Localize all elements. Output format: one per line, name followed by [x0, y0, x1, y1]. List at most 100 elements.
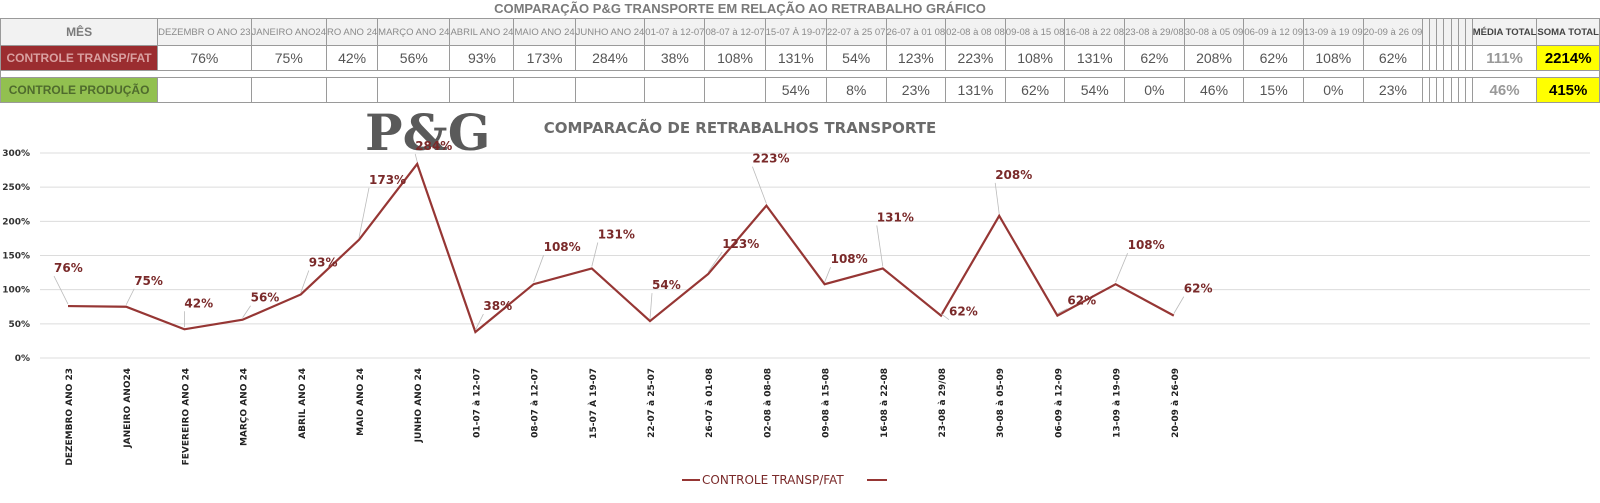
- x-tick-label: 06-09 à 12-09: [1054, 368, 1064, 438]
- table-cell: 62%: [1243, 45, 1304, 71]
- column-header: 02-08 à 08 08: [945, 18, 1006, 46]
- data-label: 108%: [1128, 238, 1165, 252]
- table-gap-row: [0, 70, 1600, 78]
- table-cell: 0%: [1302, 77, 1364, 103]
- table-cell: [325, 77, 379, 103]
- table-cell: 108%: [1004, 45, 1066, 71]
- x-tick-label: ABRIL ANO 24: [298, 368, 308, 439]
- line-chart: P&G COMPARACÃO DE RETRABALHOS TRANSPORTE…: [2, 103, 1590, 487]
- table-cell: 131%: [945, 77, 1006, 103]
- label-leader: [300, 270, 310, 293]
- average-cell: 111%: [1471, 45, 1538, 71]
- data-label: 62%: [1067, 294, 1096, 308]
- x-tick-label: 13-09 à 19-09: [1113, 368, 1123, 438]
- table-cell: [1450, 77, 1459, 103]
- x-tick-label: DEZEMBRO ANO 23: [65, 368, 75, 466]
- data-label: 108%: [544, 240, 581, 254]
- column-header: 26-07 à 01 08: [885, 18, 947, 46]
- table-cell: [1443, 77, 1452, 103]
- data-label: 76%: [54, 261, 83, 275]
- column-header: 20-09 à 26 09: [1362, 18, 1424, 46]
- row-label-transp: CONTROLE TRANSP/FAT: [0, 45, 159, 71]
- table-cell: 62%: [1362, 45, 1424, 71]
- table-cell: 131%: [1064, 45, 1126, 71]
- table-cell: [1429, 45, 1438, 71]
- column-header: 22-07 à 25 07: [825, 18, 887, 46]
- table-cell: [250, 77, 328, 103]
- table-cell: [1464, 77, 1473, 103]
- legend-label: CONTROLE TRANSP/FAT: [702, 473, 844, 487]
- table-cell: 173%: [513, 45, 576, 71]
- column-header: 09-08 à 15 08: [1004, 18, 1066, 46]
- table-cell: 42%: [325, 45, 379, 71]
- table-cell: 8%: [825, 77, 887, 103]
- label-leader: [649, 293, 653, 320]
- column-header: RO ANO 24: [325, 18, 379, 46]
- column-header: 08-07 à 12-07: [704, 18, 766, 46]
- label-leader: [752, 166, 767, 204]
- table-cell: 108%: [1302, 45, 1364, 71]
- x-tick-label: 09-08 à 15-08: [822, 368, 832, 438]
- table-cell: 123%: [885, 45, 947, 71]
- table-cell: 56%: [377, 45, 451, 71]
- data-label: 54%: [652, 278, 681, 292]
- column-header: [1443, 18, 1452, 46]
- table-cell: 15%: [1243, 77, 1304, 103]
- data-label: 62%: [1184, 282, 1213, 296]
- label-leader: [414, 153, 418, 163]
- data-label: 42%: [184, 296, 213, 310]
- y-tick-label: 250%: [2, 183, 30, 193]
- label-leader: [940, 313, 950, 320]
- data-label: 208%: [995, 168, 1032, 182]
- table-cell: [574, 77, 646, 103]
- data-label: 173%: [369, 173, 406, 187]
- table-cell: [1429, 77, 1438, 103]
- column-header: DEZEMBR O ANO 23: [157, 18, 252, 46]
- data-label: 93%: [309, 255, 338, 269]
- table-cell: [449, 77, 515, 103]
- table-cell: 284%: [574, 45, 646, 71]
- x-tick-label: 08-07 à 12-07: [531, 368, 541, 438]
- table-cell: [1457, 45, 1466, 71]
- column-header: 16-08 à 22 08: [1064, 18, 1126, 46]
- x-tick-label: JUNHO ANO 24: [414, 368, 424, 443]
- x-tick-label: 02-08 à 08-08: [763, 368, 773, 438]
- x-axis-ticks: DEZEMBRO ANO 23 JANEIRO ANO24 FEVEREIRO AN…: [65, 368, 1181, 466]
- x-tick-label: 20-09 à 26-09: [1171, 368, 1181, 438]
- table-cell: 38%: [644, 45, 706, 71]
- table-header-row: MÊS DEZEMBR O ANO 23 JANEIRO ANO24 RO ANO …: [0, 18, 1600, 46]
- avg-header: MÉDIA TOTAL: [1471, 18, 1538, 46]
- data-label: 131%: [877, 210, 914, 224]
- table-row-producao: CONTROLE PRODUÇÃO 54% 8% 23% 131% 62% 54% 0% 46…: [0, 77, 1600, 103]
- table-cell: 131%: [764, 45, 827, 71]
- data-label: 62%: [949, 305, 978, 319]
- x-tick-label: 15-07 À 19-07: [587, 368, 599, 439]
- table-cell: 223%: [945, 45, 1006, 71]
- label-leader: [824, 267, 831, 283]
- x-tick-label: 30-08 à 05-09: [996, 368, 1006, 438]
- data-label: 131%: [598, 227, 635, 241]
- label-leader: [1173, 296, 1185, 314]
- table-cell: 54%: [764, 77, 827, 103]
- table-cell: 0%: [1124, 77, 1185, 103]
- y-tick-label: 200%: [2, 217, 30, 227]
- table-cell: 46%: [1183, 77, 1245, 103]
- data-label: 123%: [722, 237, 759, 251]
- average-cell: 46%: [1471, 77, 1538, 103]
- y-tick-label: 300%: [2, 149, 30, 159]
- data-label: 75%: [134, 274, 163, 288]
- table-cell: 54%: [825, 45, 887, 71]
- x-tick-label: MAIO ANO 24: [356, 368, 366, 436]
- label-leader: [53, 275, 69, 305]
- series-polyline: [67, 161, 1175, 334]
- y-tick-label: 100%: [2, 286, 30, 296]
- data-label: 56%: [251, 291, 280, 305]
- gridlines: [40, 152, 1590, 359]
- y-tick-label: 0%: [15, 354, 30, 364]
- label-leader: [707, 251, 723, 273]
- table-cell: [644, 77, 706, 103]
- table-cell: 23%: [885, 77, 947, 103]
- data-labels: 76% 75% 42% 56% 93% 173% 284% 38% 108% 131% 54% 123…: [53, 139, 1213, 331]
- table-cell: 62%: [1004, 77, 1066, 103]
- x-tick-label: 26-07 à 01-08: [705, 368, 715, 438]
